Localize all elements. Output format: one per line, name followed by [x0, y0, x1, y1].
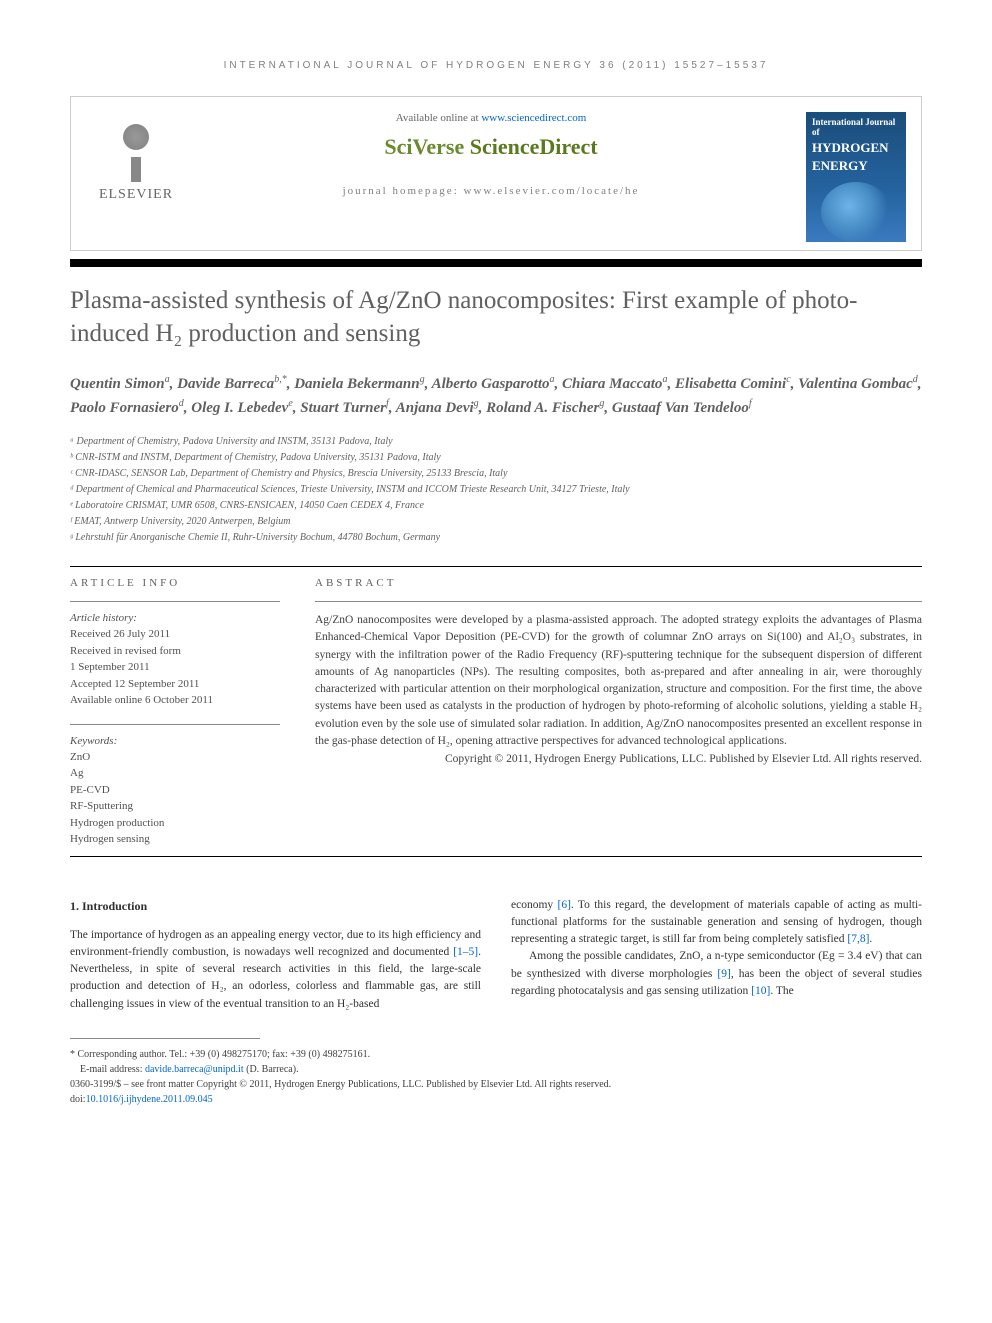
history-line: 1 September 2011: [70, 659, 280, 676]
doi-link[interactable]: 10.1016/j.ijhydene.2011.09.045: [86, 1094, 213, 1105]
sciverse-logo: SciVerse ScienceDirect: [211, 134, 771, 160]
article-info-heading: ARTICLE INFO: [70, 577, 280, 589]
issn-line: 0360-3199/$ – see front matter Copyright…: [70, 1077, 922, 1092]
elsevier-tree-icon: [101, 112, 171, 182]
divider: [70, 724, 280, 725]
doi-label: doi:: [70, 1094, 86, 1105]
body-two-column: 1. Introduction The importance of hydrog…: [70, 897, 922, 1013]
affiliation-line: ᶠ EMAT, Antwerp University, 2020 Antwerp…: [70, 514, 922, 530]
history-line: Received in revised form: [70, 643, 280, 660]
article-info-column: ARTICLE INFO Article history: Received 2…: [70, 577, 280, 848]
divider: [315, 601, 922, 602]
doi-line: doi:10.1016/j.ijhydene.2011.09.045: [70, 1092, 922, 1107]
footer-divider: [70, 1038, 260, 1039]
citation-link[interactable]: [1–5]: [453, 946, 478, 958]
history-line: Accepted 12 September 2011: [70, 676, 280, 693]
keywords-list: ZnOAgPE-CVDRF-SputteringHydrogen product…: [70, 749, 280, 848]
history-line: Available online 6 October 2011: [70, 692, 280, 709]
body-paragraph: Among the possible candidates, ZnO, a n-…: [511, 948, 922, 1000]
body-text: economy: [511, 899, 557, 911]
footer-notes: * Corresponding author. Tel.: +39 (0) 49…: [70, 1047, 922, 1107]
abstract-column: ABSTRACT Ag/ZnO nanocomposites were deve…: [315, 577, 922, 848]
journal-cover-thumbnail: International Journal of HYDROGEN ENERGY: [806, 112, 906, 242]
keyword-item: Hydrogen production: [70, 815, 280, 832]
body-text: The importance of hydrogen as an appeali…: [70, 929, 481, 958]
affiliation-line: ᶜ CNR-IDASC, SENSOR Lab, Department of C…: [70, 466, 922, 482]
affiliation-line: ᵈ Department of Chemical and Pharmaceuti…: [70, 482, 922, 498]
affiliations-list: ᵃ Department of Chemistry, Padova Univer…: [70, 434, 922, 546]
email-suffix: (D. Barreca).: [244, 1064, 299, 1075]
citation-link[interactable]: [7,8]: [847, 933, 869, 945]
available-online-line: Available online at www.sciencedirect.co…: [211, 112, 771, 124]
abstract-text: Ag/ZnO nanocomposites were developed by …: [315, 612, 922, 750]
keywords-label: Keywords:: [70, 735, 280, 747]
email-label: E-mail address:: [80, 1064, 145, 1075]
cover-line2: HYDROGEN: [812, 140, 900, 156]
divider: [70, 566, 922, 567]
history-label: Article history:: [70, 612, 280, 624]
sciverse-text-a: SciVerse: [384, 134, 469, 159]
available-online-text: Available online at: [396, 112, 482, 124]
cover-line1: International Journal of: [812, 118, 900, 138]
corresponding-author-line: * Corresponding author. Tel.: +39 (0) 49…: [70, 1047, 922, 1062]
divider: [70, 601, 280, 602]
authors-list: Quentin Simona, Davide Barrecab,*, Danie…: [70, 372, 922, 419]
keyword-item: ZnO: [70, 749, 280, 766]
divider: [70, 856, 922, 857]
body-text: .: [869, 933, 872, 945]
cover-art-icon: [821, 182, 891, 242]
history-dates: Received 26 July 2011Received in revised…: [70, 626, 280, 709]
citation-link[interactable]: [10]: [751, 985, 770, 997]
body-column-right: economy [6]. To this regard, the develop…: [511, 897, 922, 1013]
sciencedirect-link[interactable]: www.sciencedirect.com: [481, 112, 586, 124]
email-line: E-mail address: davide.barreca@unipd.it …: [70, 1062, 922, 1077]
journal-header-box: ELSEVIER International Journal of HYDROG…: [70, 96, 922, 251]
elsevier-label: ELSEVIER: [86, 187, 186, 203]
article-title: Plasma-assisted synthesis of Ag/ZnO nano…: [70, 285, 922, 350]
corresponding-email-link[interactable]: davide.barreca@unipd.it: [145, 1064, 244, 1075]
keyword-item: PE-CVD: [70, 782, 280, 799]
elsevier-logo: ELSEVIER: [86, 112, 186, 203]
cover-line3: ENERGY: [812, 158, 900, 174]
affiliation-line: ᵃ Department of Chemistry, Padova Univer…: [70, 434, 922, 450]
body-paragraph: economy [6]. To this regard, the develop…: [511, 897, 922, 949]
affiliation-line: ᵍ Lehrstuhl für Anorganische Chemie II, …: [70, 530, 922, 546]
keyword-item: Hydrogen sensing: [70, 831, 280, 848]
affiliation-line: ᵇ CNR-ISTM and INSTM, Department of Chem…: [70, 450, 922, 466]
sciverse-text-b: ScienceDirect: [470, 134, 598, 159]
journal-homepage-line: journal homepage: www.elsevier.com/locat…: [211, 185, 771, 197]
body-text: . The: [770, 985, 793, 997]
affiliation-line: ᵉ Laboratoire CRISMAT, UMR 6508, CNRS-EN…: [70, 498, 922, 514]
body-column-left: 1. Introduction The importance of hydrog…: [70, 897, 481, 1013]
keyword-item: RF-Sputtering: [70, 798, 280, 815]
body-paragraph: The importance of hydrogen as an appeali…: [70, 927, 481, 1013]
title-divider: [70, 259, 922, 267]
journal-citation-bar: INTERNATIONAL JOURNAL OF HYDROGEN ENERGY…: [70, 60, 922, 71]
keyword-item: Ag: [70, 765, 280, 782]
abstract-copyright: Copyright © 2011, Hydrogen Energy Public…: [315, 753, 922, 765]
citation-link[interactable]: [6]: [557, 899, 570, 911]
section-1-heading: 1. Introduction: [70, 897, 481, 915]
history-line: Received 26 July 2011: [70, 626, 280, 643]
abstract-heading: ABSTRACT: [315, 577, 922, 589]
citation-link[interactable]: [9]: [717, 968, 730, 980]
